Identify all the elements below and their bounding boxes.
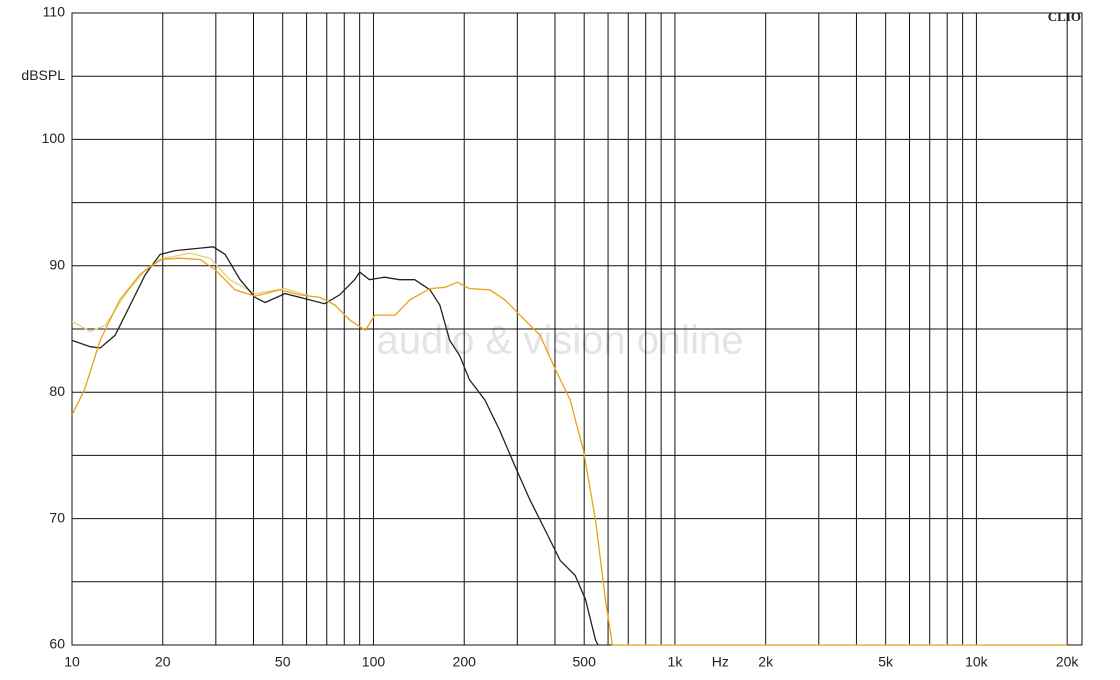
watermark: audio & vision online	[377, 319, 744, 363]
plot-frame	[71, 12, 1083, 646]
x-tick-label: 100	[362, 654, 386, 670]
x-tick-label: 500	[573, 654, 597, 670]
x-tick-label: 200	[453, 654, 477, 670]
x-tick-label: 20	[155, 654, 171, 670]
x-tick-label: 10	[64, 654, 80, 670]
series-line	[71, 246, 599, 646]
x-axis-label: Hz	[712, 654, 729, 670]
x-tick-label: 10k	[965, 654, 989, 670]
x-tick-label: 5k	[878, 654, 894, 670]
x-tick-label: 2k	[758, 654, 774, 670]
series-line	[71, 257, 1068, 646]
y-tick-label: 80	[49, 383, 65, 399]
x-tick-label: 1k	[668, 654, 684, 670]
y-tick-label: 70	[49, 509, 65, 525]
series-line	[71, 252, 310, 333]
y-tick-label: 60	[49, 636, 65, 652]
x-tick-label: 50	[275, 654, 291, 670]
brand: CLIO	[1048, 9, 1081, 24]
x-tick-label: 20k	[1056, 654, 1080, 670]
y-tick-label: 100	[42, 130, 66, 146]
y-axis-label: dBSPL	[21, 67, 65, 83]
y-tick-label: 90	[49, 257, 65, 273]
y-tick-label: 110	[43, 4, 66, 20]
